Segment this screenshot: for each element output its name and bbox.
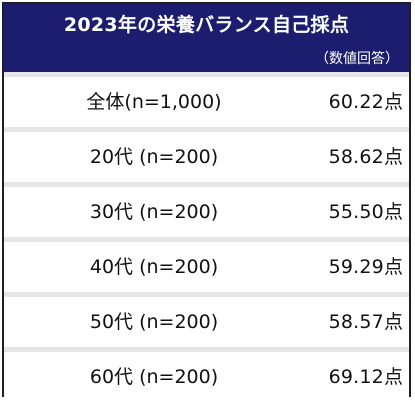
table-row: 50代 (n=200) 58.57点 — [4, 297, 409, 347]
row-value: 58.57点 — [329, 297, 403, 347]
row-label: 全体(n=1,000) — [86, 91, 222, 113]
row-value: 60.22点 — [329, 77, 403, 127]
row-label: 40代 (n=200) — [89, 256, 219, 278]
row-value: 58.62点 — [329, 132, 403, 182]
row-value-suffix: 点 — [383, 366, 403, 388]
table-row: 60代 (n=200) 69.12点 — [4, 352, 409, 402]
unit-note: （数値回答） — [315, 51, 399, 67]
row-label: 50代 (n=200) — [89, 311, 219, 333]
row-value-suffix: 点 — [383, 146, 403, 168]
row-value-number: 60.22 — [328, 91, 384, 113]
row-value: 59.29点 — [329, 242, 403, 292]
table-row: 20代 (n=200) 58.62点 — [4, 132, 409, 182]
row-value-number: 58.62 — [328, 146, 384, 168]
table-title: 2023年の栄養バランス自己採点 — [63, 14, 350, 36]
row-value-suffix: 点 — [383, 256, 403, 278]
row-value-number: 59.29 — [328, 256, 384, 278]
table-row: 40代 (n=200) 59.29点 — [4, 242, 409, 292]
row-value-number: 55.50 — [328, 201, 384, 223]
row-label: 20代 (n=200) — [89, 146, 219, 168]
row-value-suffix: 点 — [383, 201, 403, 223]
row-value-suffix: 点 — [383, 311, 403, 333]
row-value-number: 58.57 — [328, 311, 384, 333]
table-header: 2023年の栄養バランス自己採点 （数値回答） — [4, 4, 409, 72]
row-value-number: 69.12 — [328, 366, 384, 388]
table-row: 全体(n=1,000) 60.22点 — [4, 77, 409, 127]
row-value: 69.12点 — [329, 352, 403, 402]
row-value: 55.50点 — [329, 187, 403, 237]
table-row: 30代 (n=200) 55.50点 — [4, 187, 409, 237]
row-label: 30代 (n=200) — [89, 201, 219, 223]
row-value-suffix: 点 — [383, 91, 403, 113]
row-label: 60代 (n=200) — [89, 366, 219, 388]
